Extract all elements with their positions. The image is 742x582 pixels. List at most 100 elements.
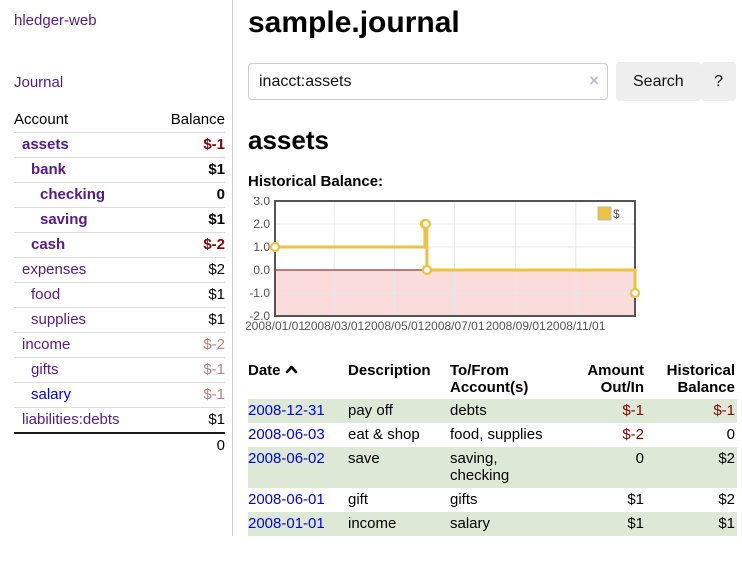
search-button[interactable]: Search	[616, 62, 701, 101]
svg-text:2008/07/01: 2008/07/01	[424, 319, 484, 333]
account-row: saving $1	[14, 207, 225, 233]
svg-text:-2.0: -2.0	[249, 309, 270, 323]
account-balance: $-2	[153, 332, 225, 358]
register-header-amount: Amount Out/In	[587, 362, 644, 396]
account-link-gifts[interactable]: gifts	[31, 361, 59, 378]
register-header-description: Description	[348, 362, 431, 379]
sidebar: hledger-web Journal Account Balance asse…	[0, 0, 233, 536]
clear-search-icon[interactable]: ×	[589, 71, 599, 90]
register-header-row: Date Description To/From Account(s) Amou…	[248, 360, 737, 399]
sort-ascending-icon	[285, 365, 297, 374]
transaction-description: income	[348, 515, 397, 532]
svg-text:3.0: 3.0	[253, 197, 270, 208]
transaction-date-link[interactable]: 2008-06-01	[248, 491, 325, 508]
transaction-accounts: food, supplies	[450, 426, 543, 443]
transaction-accounts: salary	[450, 515, 491, 532]
account-link-food[interactable]: food	[31, 286, 61, 303]
svg-text:$: $	[613, 207, 620, 221]
transaction-description: pay off	[348, 402, 393, 419]
account-link-bank[interactable]: bank	[31, 161, 67, 178]
account-balance: $1	[153, 407, 225, 433]
svg-text:2008/05/01: 2008/05/01	[364, 319, 424, 333]
register-header-balance: Historical Balance	[666, 362, 735, 396]
transaction-accounts: debts	[450, 402, 487, 419]
brand-link[interactable]: hledger-web	[14, 12, 97, 29]
register-header-date[interactable]: Date	[248, 360, 348, 399]
account-balance: $-1	[153, 382, 225, 408]
page-title: sample.journal	[248, 6, 460, 39]
svg-text:2008/03/01: 2008/03/01	[304, 319, 364, 333]
account-link-liabilities-debts[interactable]: liabilities:debts	[22, 411, 120, 428]
accounts-total-row: 0	[14, 432, 225, 458]
account-link-expenses[interactable]: expenses	[22, 261, 87, 278]
register-row: 2008-06-02 save saving, checking 0 $2	[248, 447, 737, 488]
svg-text:2008/09/01: 2008/09/01	[486, 319, 546, 333]
svg-text:2008/01/01: 2008/01/01	[246, 319, 305, 333]
account-link-assets[interactable]: assets	[22, 136, 69, 153]
account-balance: $1	[153, 282, 225, 308]
transaction-description: gift	[348, 491, 369, 508]
account-balance: $1	[153, 157, 225, 183]
register-row: 2008-06-03 eat & shop food, supplies $-2…	[248, 423, 737, 447]
app-layout: hledger-web Journal Account Balance asse…	[0, 0, 742, 536]
account-balance: $-2	[153, 232, 225, 258]
register-row: 2008-06-01 gift gifts $1 $2	[248, 488, 737, 512]
account-heading: assets	[248, 125, 329, 155]
transaction-date-link[interactable]: 2008-01-01	[248, 515, 325, 532]
svg-text:2008/11/01: 2008/11/01	[546, 319, 605, 333]
sidebar-item-journal[interactable]: Journal	[14, 74, 64, 91]
transaction-balance: $-1	[713, 402, 735, 419]
transaction-balance: 0	[726, 426, 735, 443]
account-row: salary $-1	[14, 382, 225, 408]
account-link-supplies[interactable]: supplies	[31, 311, 87, 328]
account-row: supplies $1	[14, 307, 225, 333]
account-row: checking 0	[14, 182, 225, 208]
register-table: Date Description To/From Account(s) Amou…	[248, 360, 737, 536]
accounts-total-value: 0	[153, 432, 225, 458]
account-balance: $-1	[153, 132, 225, 158]
transaction-accounts: saving, checking	[450, 450, 510, 484]
account-row: cash $-2	[14, 232, 225, 258]
transaction-date-link[interactable]: 2008-06-02	[248, 450, 325, 467]
accounts-table: Account Balance assets $-1 bank $1 checkin…	[14, 108, 225, 458]
account-link-saving[interactable]: saving	[40, 211, 88, 228]
account-link-cash[interactable]: cash	[31, 236, 66, 253]
transaction-accounts: gifts	[450, 491, 478, 508]
help-button[interactable]: ?	[701, 62, 736, 101]
svg-text:-1.0: -1.0	[249, 286, 270, 300]
transaction-amount: $-2	[622, 426, 644, 443]
transaction-date-link[interactable]: 2008-06-03	[248, 426, 325, 443]
register-header-accounts: To/From Account(s)	[450, 362, 529, 396]
register-row: 2008-01-01 income salary $1 $1	[248, 512, 737, 536]
main-content: sample.journal × Search ? assets Histori…	[233, 0, 742, 536]
account-balance: $1	[153, 207, 225, 233]
transaction-amount: $1	[627, 491, 644, 508]
transaction-amount: $-1	[622, 402, 644, 419]
transaction-balance: $1	[718, 515, 735, 532]
svg-text:0.0: 0.0	[253, 263, 270, 277]
account-row: income $-2	[14, 332, 225, 358]
transaction-amount: $1	[627, 515, 644, 532]
account-row: assets $-1	[14, 132, 225, 158]
account-row: gifts $-1	[14, 357, 225, 383]
transaction-description: save	[348, 450, 380, 467]
account-balance: $1	[153, 307, 225, 333]
account-balance: 0	[153, 182, 225, 208]
accounts-header-balance: Balance	[170, 111, 225, 128]
account-link-salary[interactable]: salary	[31, 386, 72, 403]
account-row: food $1	[14, 282, 225, 308]
account-row: expenses $2	[14, 257, 225, 283]
transaction-description: eat & shop	[348, 426, 420, 443]
transaction-amount: 0	[635, 450, 644, 467]
search-bar: × Search ?	[248, 62, 737, 101]
account-link-income[interactable]: income	[22, 336, 71, 353]
transaction-date-link[interactable]: 2008-12-31	[248, 402, 325, 419]
account-row: bank $1	[14, 157, 225, 183]
account-link-checking[interactable]: checking	[40, 186, 106, 203]
search-input[interactable]	[248, 63, 608, 100]
account-balance: $2	[153, 257, 225, 283]
transaction-balance: $2	[718, 450, 735, 467]
accounts-header-account: Account	[14, 111, 69, 128]
register-row: 2008-12-31 pay off debts $-1 $-1	[248, 399, 737, 423]
